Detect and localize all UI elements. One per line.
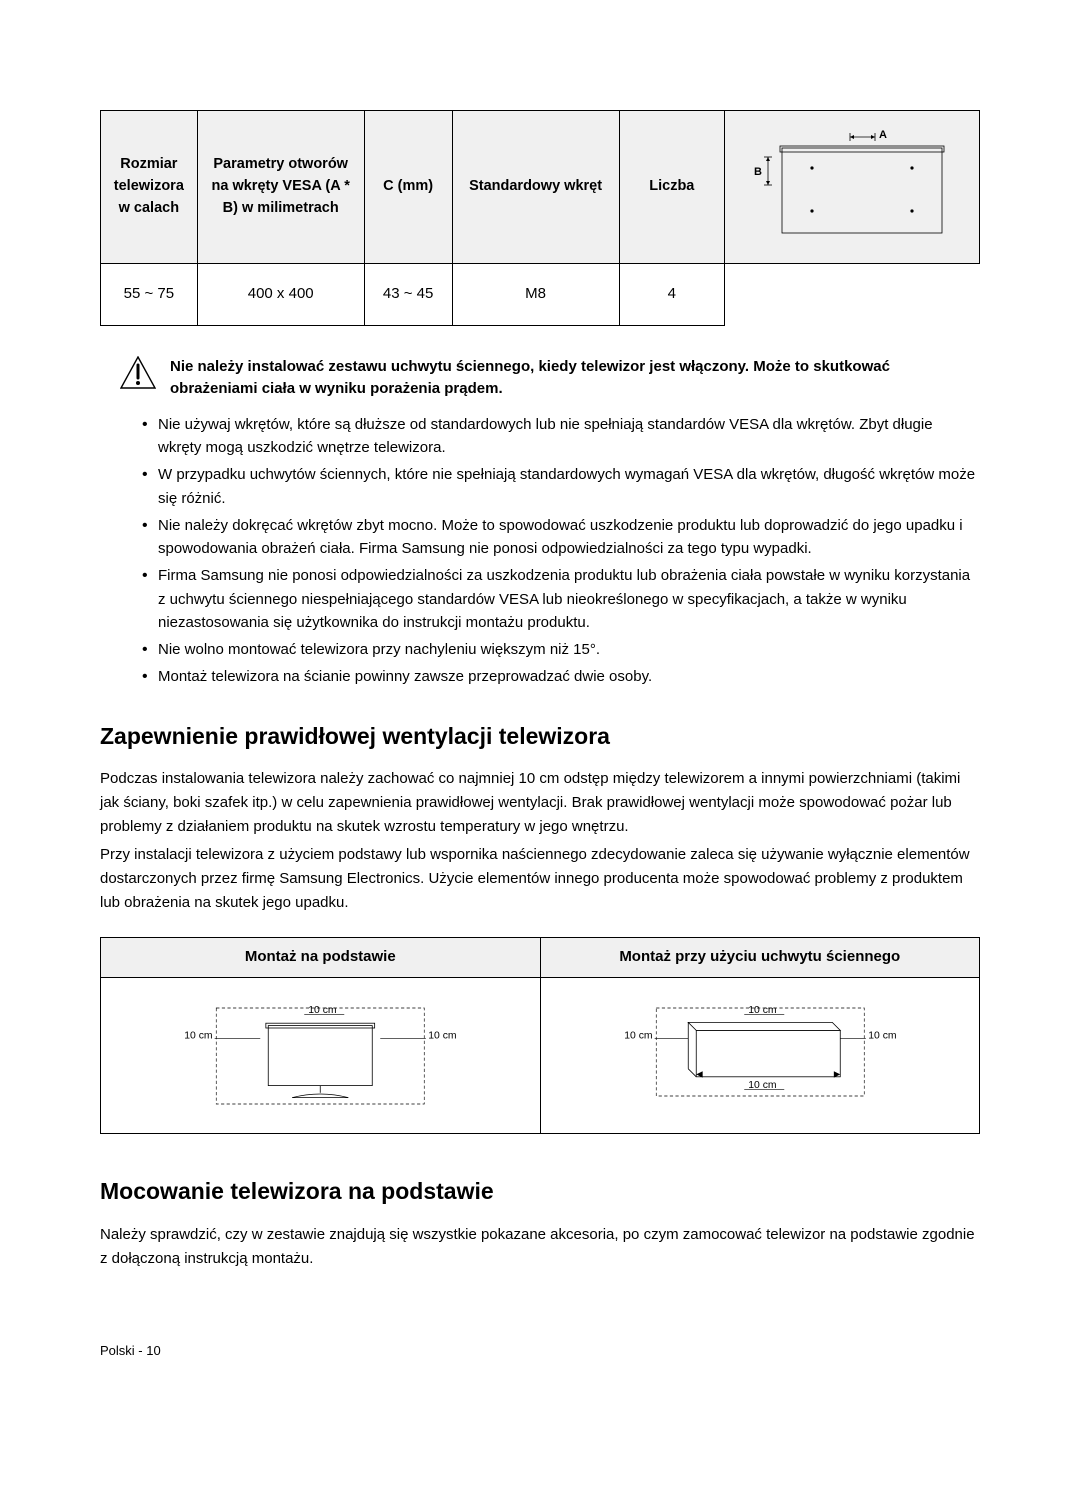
- vesa-cell-screw: M8: [452, 263, 619, 325]
- install-wall-diagram-cell: 10 cm 10 cm 10 cm 10 cm: [540, 977, 980, 1134]
- list-item: Nie wolno montować telewizora przy nachy…: [142, 638, 980, 661]
- installation-table: Montaż na podstawie Montaż przy użyciu u…: [100, 937, 980, 1134]
- ventilation-para1: Podczas instalowania telewizora należy z…: [100, 767, 980, 839]
- table-row: 55 ~ 75 400 x 400 43 ~ 45 M8 4: [101, 263, 980, 325]
- wall-diagram-icon: 10 cm 10 cm 10 cm 10 cm: [555, 992, 966, 1112]
- vesa-header-count: Liczba: [619, 111, 724, 264]
- clearance-label: 10 cm: [308, 1004, 336, 1015]
- vesa-cell-c: 43 ~ 45: [364, 263, 452, 325]
- clearance-label: 10 cm: [624, 1030, 652, 1041]
- vesa-header-screw: Standardowy wkręt: [452, 111, 619, 264]
- vesa-header-size: Rozmiar telewizora w calach: [101, 111, 198, 264]
- section-heading-ventilation: Zapewnienie prawidłowej wentylacji telew…: [100, 719, 980, 754]
- vesa-cell-count: 4: [619, 263, 724, 325]
- diagram-label-b: B: [754, 166, 762, 178]
- list-item: W przypadku uchwytów ściennych, które ni…: [142, 463, 980, 510]
- install-header-wall: Montaż przy użyciu uchwytu ściennego: [540, 938, 980, 978]
- vesa-header-dims: Parametry otworów na wkręty VESA (A * B)…: [197, 111, 364, 264]
- clearance-label: 10 cm: [748, 1080, 776, 1091]
- clearance-label: 10 cm: [748, 1004, 776, 1015]
- bullet-list: Nie używaj wkrętów, które są dłuższe od …: [100, 413, 980, 689]
- warning-text: Nie należy instalować zestawu uchwytu śc…: [170, 356, 980, 401]
- vesa-cell-size: 55 ~ 75: [101, 263, 198, 325]
- install-stand-diagram-cell: 10 cm 10 cm 10 cm: [101, 977, 541, 1134]
- vesa-diagram-cell: A B: [725, 111, 980, 264]
- vesa-spec-table: Rozmiar telewizora w calach Parametry ot…: [100, 110, 980, 326]
- caution-icon: [120, 356, 156, 401]
- ventilation-para2: Przy instalacji telewizora z użyciem pod…: [100, 843, 980, 915]
- page-footer: Polski - 10: [100, 1341, 980, 1361]
- list-item: Nie używaj wkrętów, które są dłuższe od …: [142, 413, 980, 460]
- section-heading-stand: Mocowanie telewizora na podstawie: [100, 1174, 980, 1209]
- warning-block: Nie należy instalować zestawu uchwytu śc…: [100, 356, 980, 401]
- clearance-label: 10 cm: [868, 1030, 896, 1041]
- list-item: Nie należy dokręcać wkrętów zbyt mocno. …: [142, 514, 980, 561]
- clearance-label: 10 cm: [184, 1030, 212, 1041]
- stand-para: Należy sprawdzić, czy w zestawie znajduj…: [100, 1223, 980, 1271]
- list-item: Firma Samsung nie ponosi odpowiedzialnoś…: [142, 564, 980, 634]
- stand-diagram-icon: 10 cm 10 cm 10 cm: [115, 992, 526, 1112]
- list-item: Montaż telewizora na ścianie powinny zaw…: [142, 665, 980, 688]
- install-header-stand: Montaż na podstawie: [101, 938, 541, 978]
- vesa-diagram-icon: A B: [752, 123, 952, 243]
- clearance-label: 10 cm: [428, 1030, 456, 1041]
- diagram-label-a: A: [879, 129, 887, 141]
- vesa-cell-dims: 400 x 400: [197, 263, 364, 325]
- vesa-header-c: C (mm): [364, 111, 452, 264]
